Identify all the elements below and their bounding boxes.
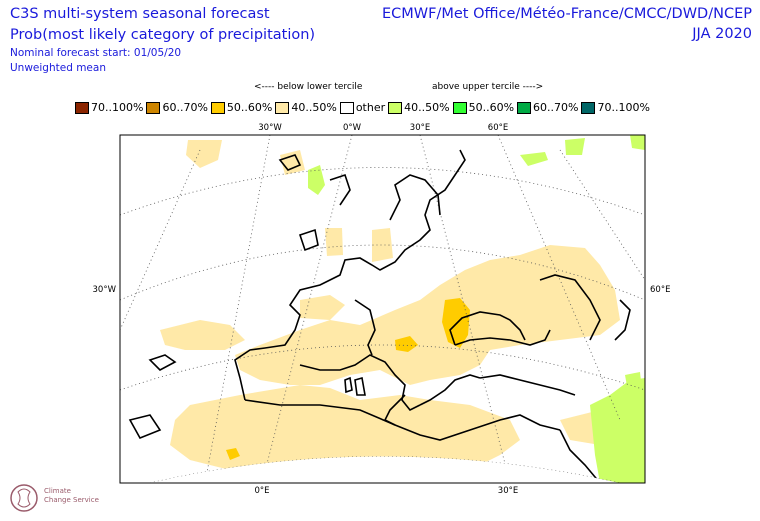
- top-label-60e: 60°E: [488, 123, 508, 133]
- above-40-50-shading: [308, 135, 645, 483]
- legend-swatch: [452, 101, 467, 114]
- below-tercile-label: <---- below lower tercile: [254, 82, 363, 92]
- legend-item: 50..60%: [452, 101, 515, 114]
- legend-item: 60..70%: [146, 101, 208, 114]
- left-label-30w: 30°W: [93, 285, 117, 295]
- legend-item: 40..50%: [388, 101, 450, 114]
- copernicus-logo: [10, 484, 38, 512]
- logo-line1: Climate: [44, 487, 71, 495]
- bottom-label-0e: 0°E: [254, 486, 269, 496]
- legend-label: 50..60%: [226, 101, 273, 114]
- season-label: JJA 2020: [692, 26, 752, 42]
- legend: 70..100% 60..70% 50..60% 40..50% other 40..50…: [75, 101, 653, 114]
- legend-label: other: [355, 101, 386, 114]
- top-label-0w: 0°W: [343, 123, 362, 133]
- legend-item: 70..100%: [75, 101, 143, 114]
- legend-swatch: [388, 101, 403, 114]
- logo-text: Climate Change Service: [44, 487, 99, 505]
- legend-swatch: [517, 101, 532, 114]
- legend-item: 60..70%: [517, 101, 578, 114]
- coastlines: [128, 149, 631, 483]
- axis-labels: 30°W 0°W 30°E 60°E 30°W 60°E 0°E 30°E: [93, 123, 671, 496]
- legend-swatch: [210, 101, 225, 114]
- legend-item: other: [339, 101, 386, 114]
- forecast-start-label: Nominal forecast start: 01/05/20: [10, 47, 182, 59]
- legend-label: 70..100%: [597, 101, 650, 114]
- centres-label: ECMWF/Met Office/Météo-France/CMCC/DWD/N…: [381, 6, 752, 22]
- top-label-30w: 30°W: [258, 123, 282, 133]
- legend-swatch: [146, 101, 161, 114]
- legend-item: 70..100%: [581, 101, 650, 114]
- above-tercile-label: above upper tercile ---->: [432, 82, 544, 92]
- legend-label: 40..50%: [291, 101, 337, 114]
- legend-item: 40..50%: [275, 101, 337, 114]
- map-title-variable: Prob(most likely category of precipitati…: [10, 27, 316, 43]
- legend-swatch: [75, 101, 89, 114]
- legend-label: 40..50%: [404, 101, 450, 114]
- map-frame: [119, 134, 646, 484]
- bottom-label-30e: 30°E: [498, 486, 518, 496]
- top-label-30e: 30°E: [410, 123, 430, 133]
- legend-label: 50..60%: [468, 101, 515, 114]
- mean-type-label: Unweighted mean: [10, 62, 106, 74]
- legend-swatch: [275, 101, 290, 114]
- legend-item: 50..60%: [210, 101, 273, 114]
- map-title: C3S multi-system seasonal forecast: [10, 6, 270, 22]
- legend-swatch: [339, 101, 354, 114]
- legend-swatch: [581, 101, 596, 114]
- logo-line2: Change Service: [44, 496, 99, 504]
- legend-label: 60..70%: [162, 101, 208, 114]
- legend-label: 70..100%: [91, 101, 144, 114]
- legend-label: 60..70%: [533, 101, 579, 114]
- right-label-60e: 60°E: [650, 285, 670, 295]
